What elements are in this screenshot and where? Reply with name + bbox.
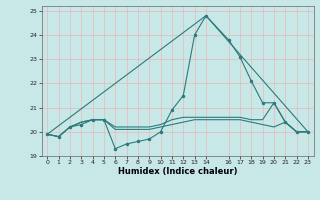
- X-axis label: Humidex (Indice chaleur): Humidex (Indice chaleur): [118, 167, 237, 176]
